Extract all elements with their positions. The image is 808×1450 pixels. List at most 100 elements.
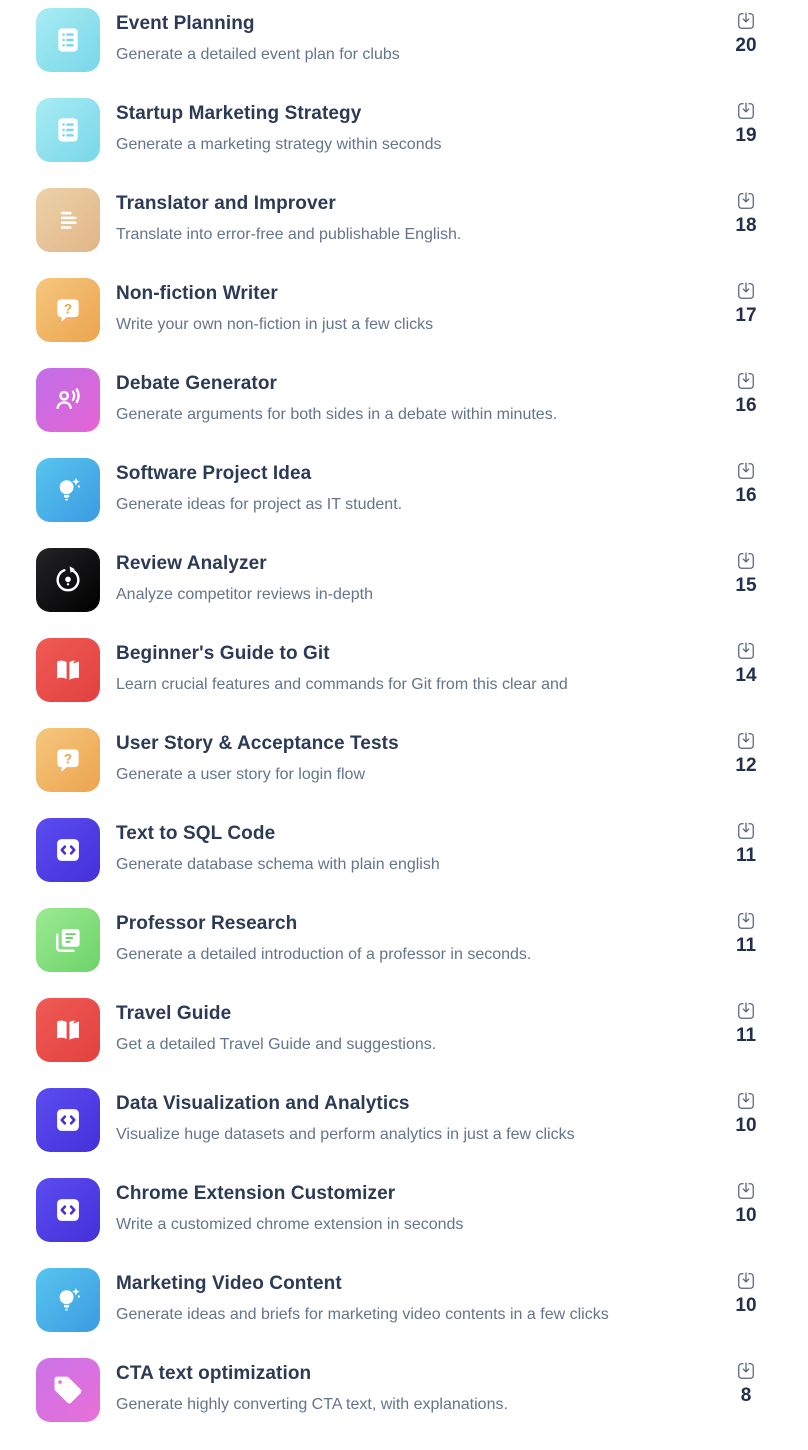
download-tray-icon [736,911,756,931]
item-meta: 18 [724,188,768,237]
item-title: Translator and Improver [116,193,336,214]
item-meta: 15 [724,548,768,597]
list-card-icon [36,8,100,72]
list-item[interactable]: Text to SQL Code Generate database schem… [36,818,768,882]
code-brackets-icon [36,1178,100,1242]
list-item[interactable]: Event Planning Generate a detailed event… [36,8,768,72]
download-count: 18 [735,215,757,236]
item-meta: 12 [724,728,768,777]
download-tray-icon [736,371,756,391]
item-description: Write a customized chrome extension in s… [116,1216,464,1233]
download-count: 20 [735,35,757,56]
list-item[interactable]: Beginner's Guide to Git Learn crucial fe… [36,638,768,702]
download-count: 14 [735,665,757,686]
item-description: Write your own non-fiction in just a few… [116,316,434,333]
item-text-block: CTA text optimization Generate highly co… [116,1358,724,1415]
voice-speaker-icon [36,368,100,432]
item-text-block: Text to SQL Code Generate database schem… [116,818,724,875]
download-tray-icon [736,281,756,301]
code-brackets-icon [36,818,100,882]
question-bubble-icon: ? [36,728,100,792]
item-title: Review Analyzer [116,553,267,574]
item-text-block: Professor Research Generate a detailed i… [116,908,724,965]
tag-icon [36,1358,100,1422]
item-meta: 17 [724,278,768,327]
download-tray-icon [736,11,756,31]
item-meta: 10 [724,1178,768,1227]
list-item[interactable]: Translator and Improver Translate into e… [36,188,768,252]
item-description: Analyze competitor reviews in-depth [116,586,374,603]
list-item[interactable]: Debate Generator Generate arguments for … [36,368,768,432]
item-meta: 20 [724,8,768,57]
item-title: Startup Marketing Strategy [116,103,362,124]
item-title: Software Project Idea [116,463,312,484]
list-item[interactable]: Travel Guide Get a detailed Travel Guide… [36,998,768,1062]
item-description: Generate database schema with plain engl… [116,856,440,873]
download-count: 15 [735,575,757,596]
list-item[interactable]: ? User Story & Acceptance Tests Generate… [36,728,768,792]
item-text-block: Non-fiction Writer Write your own non-fi… [116,278,724,335]
item-description: Generate a detailed event plan for clubs [116,46,400,63]
item-title: Chrome Extension Customizer [116,1183,396,1204]
item-meta: 10 [724,1088,768,1137]
item-description: Get a detailed Travel Guide and suggesti… [116,1036,437,1053]
item-title: User Story & Acceptance Tests [116,733,399,754]
list-item[interactable]: Startup Marketing Strategy Generate a ma… [36,98,768,162]
item-title: Non-fiction Writer [116,283,278,304]
list-item[interactable]: CTA text optimization Generate highly co… [36,1358,768,1422]
text-lines-icon [36,188,100,252]
item-text-block: Startup Marketing Strategy Generate a ma… [116,98,724,155]
download-tray-icon [736,551,756,571]
download-tray-icon [736,1361,756,1381]
item-title: Travel Guide [116,1003,232,1024]
item-meta: 16 [724,368,768,417]
refresh-bulb-icon [36,548,100,612]
download-count: 11 [735,1025,757,1046]
item-text-block: Software Project Idea Generate ideas for… [116,458,724,515]
open-book-icon [36,638,100,702]
item-description: Generate highly converting CTA text, wit… [116,1396,508,1413]
item-text-block: Review Analyzer Analyze competitor revie… [116,548,724,605]
download-tray-icon [736,101,756,121]
list-item[interactable]: ? Non-fiction Writer Write your own non-… [36,278,768,342]
item-description: Visualize huge datasets and perform anal… [116,1126,575,1143]
download-tray-icon [736,1181,756,1201]
download-tray-icon [736,731,756,751]
open-book-icon [36,998,100,1062]
list-item[interactable]: Chrome Extension Customizer Write a cust… [36,1178,768,1242]
bulb-sparkle-icon [36,1268,100,1332]
download-tray-icon [736,461,756,481]
item-meta: 11 [724,998,768,1047]
download-count: 10 [735,1205,757,1226]
item-description: Generate a marketing strategy within sec… [116,136,442,153]
download-count: 10 [735,1115,757,1136]
item-text-block: Travel Guide Get a detailed Travel Guide… [116,998,724,1055]
svg-text:?: ? [64,751,72,766]
item-meta: 10 [724,1268,768,1317]
list-item[interactable]: Data Visualization and Analytics Visuali… [36,1088,768,1152]
download-tray-icon [736,191,756,211]
item-description: Generate arguments for both sides in a d… [116,406,558,423]
list-item[interactable]: Review Analyzer Analyze competitor revie… [36,548,768,612]
list-item[interactable]: Professor Research Generate a detailed i… [36,908,768,972]
item-meta: 19 [724,98,768,147]
download-tray-icon [736,1091,756,1111]
item-description: Generate a detailed introduction of a pr… [116,946,532,963]
download-count: 10 [735,1295,757,1316]
item-title: Marketing Video Content [116,1273,342,1294]
item-text-block: Translator and Improver Translate into e… [116,188,724,245]
list-item[interactable]: Software Project Idea Generate ideas for… [36,458,768,522]
item-meta: 16 [724,458,768,507]
item-title: Beginner's Guide to Git [116,643,330,664]
item-title: Data Visualization and Analytics [116,1093,410,1114]
item-text-block: Data Visualization and Analytics Visuali… [116,1088,724,1145]
bulb-sparkle-icon [36,458,100,522]
download-count: 8 [740,1385,752,1406]
download-count: 16 [735,485,757,506]
item-text-block: Event Planning Generate a detailed event… [116,8,724,65]
question-bubble-icon: ? [36,278,100,342]
list-item[interactable]: Marketing Video Content Generate ideas a… [36,1268,768,1332]
item-title: Debate Generator [116,373,278,394]
item-meta: 8 [724,1358,768,1407]
